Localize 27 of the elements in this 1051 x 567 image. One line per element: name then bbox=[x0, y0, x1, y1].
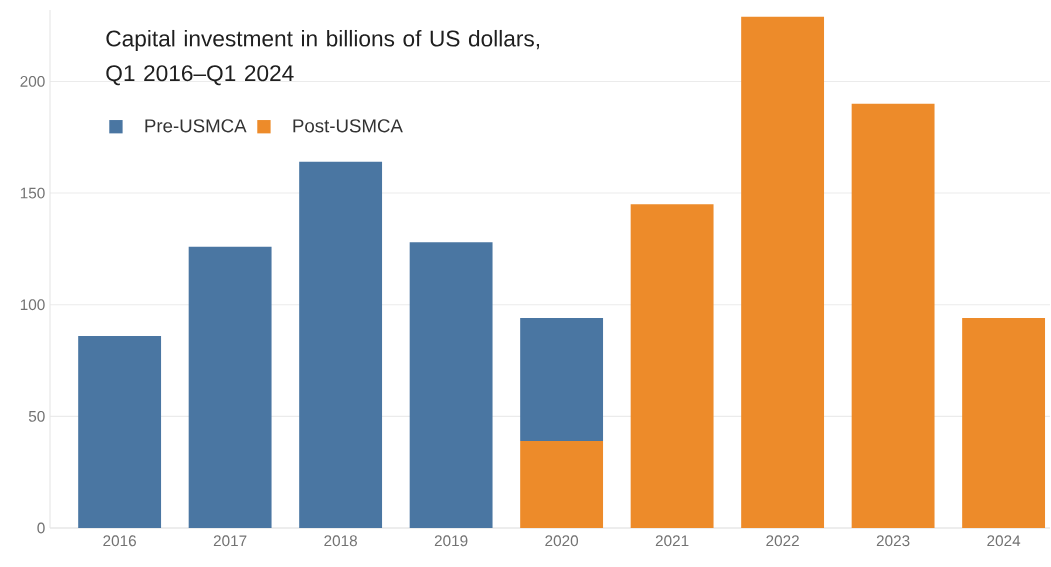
bar bbox=[409, 242, 493, 528]
x-tick-label: 2020 bbox=[545, 535, 579, 547]
x-tick-label: 2021 bbox=[655, 535, 689, 547]
x-tick-label: 2016 bbox=[103, 535, 136, 547]
legend-label: Post-USMCA bbox=[293, 119, 403, 133]
bar bbox=[851, 103, 935, 528]
bar bbox=[741, 16, 825, 528]
bar bbox=[299, 161, 383, 528]
x-tick-label: 2022 bbox=[766, 535, 799, 547]
x-tick-label: 2019 bbox=[434, 535, 468, 547]
bar bbox=[520, 318, 604, 441]
text: Capital investment in billions of US dollars, Q1 2016–Q1 2024 bbox=[106, 29, 540, 86]
bar bbox=[188, 246, 272, 528]
y-tick-label: 150 bbox=[20, 187, 45, 199]
x-tick-label: 2017 bbox=[213, 535, 247, 547]
x-tick-label: 2023 bbox=[876, 535, 910, 547]
bar bbox=[78, 335, 162, 528]
y-tick-label: 50 bbox=[28, 410, 45, 422]
bar bbox=[520, 440, 604, 528]
bar bbox=[962, 318, 1046, 528]
legend-label: Pre-USMCA bbox=[145, 119, 247, 133]
bar bbox=[630, 204, 714, 528]
y-tick-label: 0 bbox=[37, 522, 45, 534]
y-tick-label: 200 bbox=[20, 76, 45, 87]
x-tick-label: 2018 bbox=[324, 535, 357, 547]
y-tick-label: 100 bbox=[20, 299, 45, 311]
x-tick-label: 2024 bbox=[987, 535, 1021, 547]
